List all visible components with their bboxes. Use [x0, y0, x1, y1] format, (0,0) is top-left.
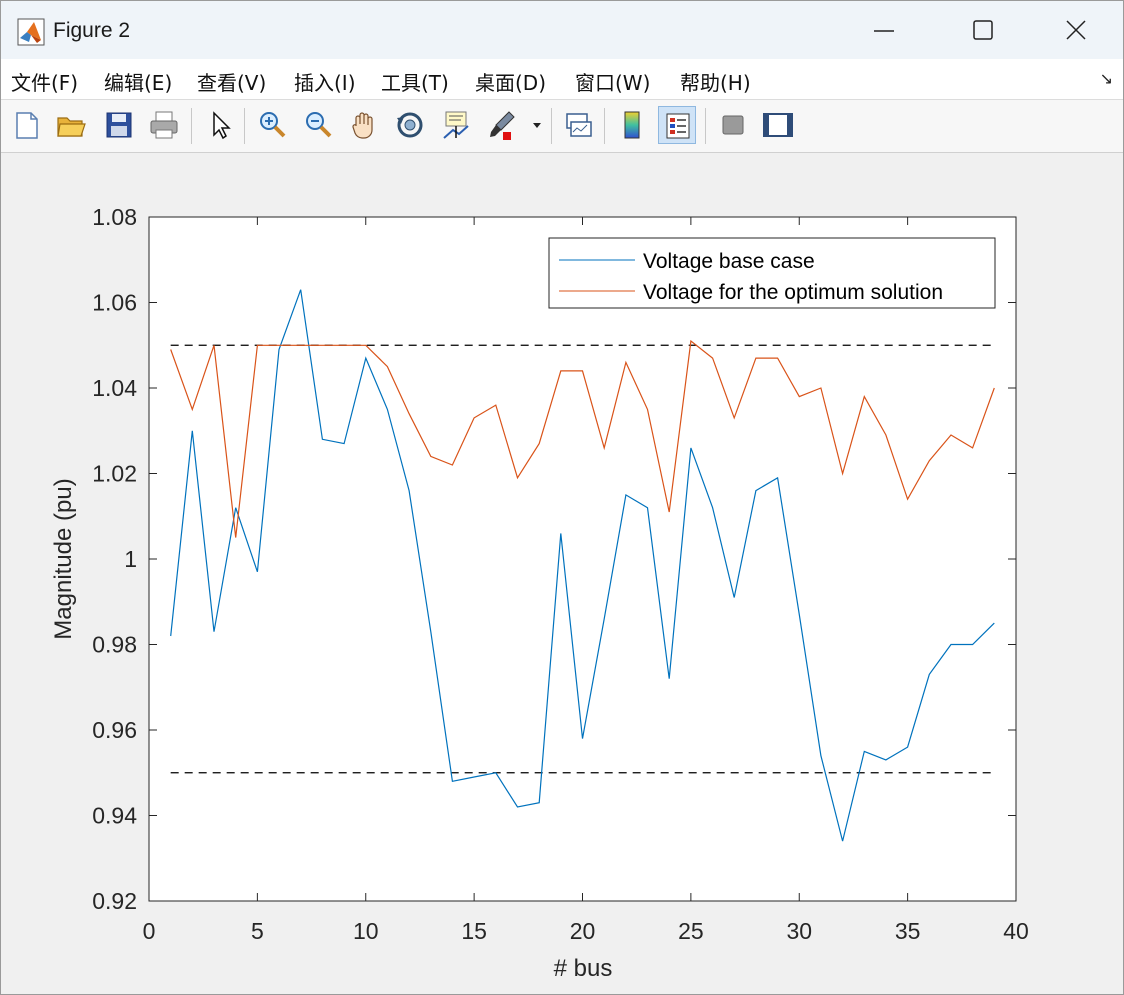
toolbar-separator — [604, 108, 605, 144]
figure-canvas[interactable]: 0 5 10 15 20 25 30 35 40 0.92 0.94 0.96 0.98 1 1.02 1.0… — [1, 153, 1123, 994]
legend-icon[interactable] — [658, 106, 696, 144]
x-tick-label: 0 — [143, 918, 156, 944]
y-tick-label: 1.08 — [92, 204, 137, 230]
legend[interactable]: Voltage base case Voltage for the optimu… — [548, 237, 996, 309]
toolbar-separator — [244, 108, 245, 144]
pan-hand-icon[interactable] — [346, 106, 384, 144]
hide-plot-tools-icon[interactable] — [714, 106, 752, 144]
menu-bar: 文件(F) 编辑(E) 查看(V) 插入(I) 工具(T) 桌面(D) 窗口(W… — [1, 59, 1123, 100]
menu-insert[interactable]: 插入(I) — [294, 71, 356, 95]
series-line-base — [170, 289, 995, 842]
menu-tools[interactable]: 工具(T) — [381, 71, 449, 95]
x-tick-label: 35 — [895, 918, 921, 944]
pointer-arrow-icon[interactable] — [201, 106, 239, 144]
legend-label-base: Voltage base case — [643, 250, 815, 273]
brush-icon[interactable] — [483, 106, 521, 144]
colorbar-icon[interactable] — [613, 106, 651, 144]
y-tick-label: 0.96 — [92, 717, 137, 743]
title-bar: Figure 2 — [1, 1, 1123, 59]
new-figure-icon[interactable] — [7, 106, 45, 144]
figure-toolbar — [1, 100, 1123, 153]
x-tick-label: 40 — [1003, 918, 1029, 944]
print-icon[interactable] — [145, 106, 183, 144]
menu-view[interactable]: 查看(V) — [197, 71, 267, 95]
line-chart[interactable]: 0 5 10 15 20 25 30 35 40 0.92 0.94 0.96 0.98 1 1.02 1.0… — [1, 153, 1123, 994]
link-plot-icon[interactable] — [559, 106, 597, 144]
maximize-button[interactable] — [953, 1, 1013, 59]
y-tick-label: 1 — [124, 546, 137, 572]
zoom-out-icon[interactable] — [299, 106, 337, 144]
x-axis-label: # bus — [554, 955, 613, 982]
x-tick-label: 15 — [461, 918, 487, 944]
menu-file[interactable]: 文件(F) — [11, 71, 79, 95]
menu-window[interactable]: 窗口(W) — [575, 71, 651, 95]
toolbar-separator — [705, 108, 706, 144]
y-tick-label: 0.98 — [92, 632, 137, 658]
series-line-opt — [170, 339, 995, 538]
menu-edit[interactable]: 编辑(E) — [104, 71, 173, 95]
y-tick-label: 1.02 — [92, 461, 137, 487]
show-plot-tools-icon[interactable] — [759, 106, 797, 144]
y-tick-label: 0.92 — [92, 888, 137, 914]
brush-dropdown-arrow-icon[interactable] — [529, 106, 545, 144]
y-axis-label: Magnitude (pu) — [50, 478, 77, 639]
matlab-logo-icon — [17, 18, 45, 46]
x-tick-label: 30 — [786, 918, 812, 944]
x-tick-label: 10 — [353, 918, 379, 944]
rotate-3d-icon[interactable] — [391, 106, 429, 144]
toolbar-separator — [191, 108, 192, 144]
data-cursor-icon[interactable] — [437, 106, 475, 144]
open-folder-icon[interactable] — [52, 106, 90, 144]
close-button[interactable] — [1046, 1, 1106, 59]
x-tick-label: 20 — [570, 918, 596, 944]
x-tick-label: 25 — [678, 918, 704, 944]
save-icon[interactable] — [100, 106, 138, 144]
x-tick-label: 5 — [251, 918, 264, 944]
close-icon — [1066, 20, 1086, 40]
legend-box — [548, 237, 996, 309]
legend-label-opt: Voltage for the optimum solution — [643, 281, 943, 304]
minimize-button[interactable] — [854, 1, 914, 59]
window-title: Figure 2 — [53, 19, 131, 42]
dock-arrow-icon[interactable]: ↘ — [1099, 69, 1113, 88]
plot-area — [149, 217, 1016, 901]
y-tick-label: 1.06 — [92, 290, 137, 316]
y-tick-label: 1.04 — [92, 375, 137, 401]
y-tick-label: 0.94 — [92, 803, 137, 829]
menu-desktop[interactable]: 桌面(D) — [475, 71, 547, 95]
zoom-in-icon[interactable] — [253, 106, 291, 144]
menu-help[interactable]: 帮助(H) — [680, 71, 751, 95]
toolbar-separator — [551, 108, 552, 144]
